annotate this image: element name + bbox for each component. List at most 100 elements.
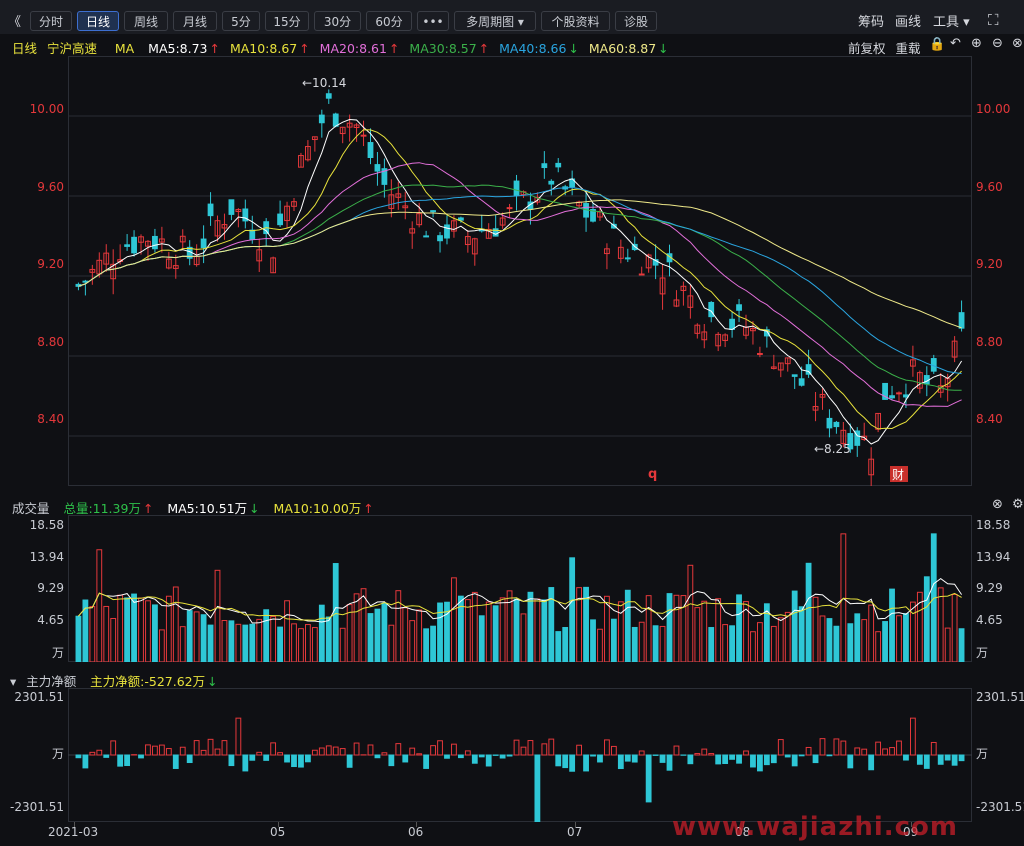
period-button-0[interactable]: 分时 <box>30 11 72 31</box>
gear-icon[interactable]: ⚙ <box>1012 497 1024 512</box>
volume-bar <box>909 601 916 662</box>
candle <box>256 249 263 262</box>
ma20-value: MA20:8.61 <box>319 41 387 56</box>
toolbar: 《 分时 日线 周线 月线 5分 15分 30分 60分 ••• 多周期图 ▾ 个股资料 诊股 筹码 … <box>0 0 1024 34</box>
forward-adjust-button[interactable]: 前复权 <box>848 41 886 56</box>
volume-bar <box>854 613 861 662</box>
up-arrow-icon: ↑ <box>142 501 154 516</box>
period-button-3[interactable]: 月线 <box>173 11 217 31</box>
volume-bar <box>395 590 402 662</box>
flow-bar <box>332 746 339 756</box>
chips-button[interactable]: 筹码 <box>858 15 885 30</box>
date-tick-mark <box>74 822 75 827</box>
flow-bar <box>944 754 951 761</box>
down-arrow-icon: ↓ <box>249 501 260 516</box>
flow-bar <box>165 748 172 756</box>
volume-bar <box>548 587 555 662</box>
candle <box>228 199 235 215</box>
flow-title: 主力净额 <box>26 674 77 689</box>
period-button-6[interactable]: 30分 <box>314 11 361 31</box>
fullscreen-icon[interactable]: ⛶ <box>988 11 999 29</box>
volume-bar <box>298 628 304 662</box>
volume-bar <box>645 595 652 662</box>
period-button-10[interactable]: 个股资料 <box>541 11 610 31</box>
flow-bar <box>805 746 812 756</box>
date-tick-mark <box>743 822 744 827</box>
flow-bar <box>590 754 596 757</box>
volume-bar <box>896 615 902 662</box>
flow-bar <box>124 754 131 767</box>
price-tick-label: 8.80 <box>37 334 64 349</box>
candle <box>791 374 798 377</box>
flow-bar <box>937 754 944 765</box>
collapse-icon[interactable]: ▾ <box>10 674 17 689</box>
flow-chart[interactable] <box>68 688 972 822</box>
flow-bar <box>437 740 443 756</box>
flow-bar <box>270 742 277 756</box>
draw-line-button[interactable]: 画线 <box>895 15 922 30</box>
price-panel[interactable] <box>68 56 972 486</box>
volume-bar <box>847 623 854 662</box>
reload-button[interactable]: 重载 <box>895 41 921 56</box>
volume-bar <box>117 594 124 662</box>
flow-bar <box>583 754 589 772</box>
flow-bar <box>923 754 930 769</box>
volume-bar <box>777 617 784 662</box>
lock-icon[interactable]: 🔒 <box>929 37 946 52</box>
volume-tick-label: 18.58 <box>976 518 1011 532</box>
volume-panel[interactable] <box>68 515 972 662</box>
flow-bar <box>930 741 937 756</box>
volume-chart[interactable] <box>68 515 972 662</box>
zoom-in-icon[interactable]: ⊕ <box>971 36 982 51</box>
flow-bar <box>770 754 777 764</box>
event-marker: q <box>648 467 657 482</box>
candle <box>165 258 172 269</box>
period-button-4[interactable]: 5分 <box>222 11 260 31</box>
candlestick-chart[interactable]: ←10.14 ←8.25 q 财 <box>68 56 972 486</box>
volume-bar <box>903 613 909 662</box>
flow-bar <box>569 754 576 772</box>
volume-bar <box>367 613 374 662</box>
flow-bar <box>291 754 297 768</box>
volume-bar <box>562 627 569 662</box>
period-button-8[interactable]: ••• <box>417 11 449 31</box>
volume-bar <box>791 590 798 662</box>
period-button-11[interactable]: 诊股 <box>615 11 657 31</box>
volume-bar <box>103 605 110 662</box>
close-icon[interactable]: ⊗ <box>1012 36 1023 51</box>
candle <box>694 324 701 334</box>
volume-bar <box>631 626 638 662</box>
candle <box>499 217 506 226</box>
candle <box>207 203 214 217</box>
period-button-7[interactable]: 60分 <box>366 11 412 31</box>
volume-bar <box>868 604 875 662</box>
price-tick-label: 8.40 <box>37 412 64 426</box>
candle <box>110 263 117 280</box>
flow-bar <box>110 740 117 756</box>
period-button-9[interactable]: 多周期图 ▾ <box>454 11 536 31</box>
volume-ma5-line <box>78 577 963 624</box>
flow-bar <box>868 754 875 771</box>
candle <box>388 194 395 209</box>
volume-bar <box>464 599 471 662</box>
period-button-5[interactable]: 15分 <box>265 11 309 31</box>
tools-menu[interactable]: 工具 ▾ <box>933 15 970 30</box>
zoom-out-icon[interactable]: ⊖ <box>992 36 1003 51</box>
flow-bar <box>757 754 763 772</box>
volume-bar <box>158 629 165 662</box>
flow-bar <box>172 754 179 769</box>
candle <box>395 193 402 198</box>
close-volume-icon[interactable]: ⊗ <box>992 497 1003 512</box>
back-icon[interactable]: 《 <box>8 15 22 30</box>
up-arrow-icon: ↑ <box>299 41 310 56</box>
volume-bar <box>179 626 186 662</box>
undo-icon[interactable]: ↶ <box>950 36 961 51</box>
volume-bar <box>249 623 256 662</box>
period-button-2[interactable]: 周线 <box>124 11 168 31</box>
volume-bar <box>604 595 610 662</box>
period-button-1[interactable]: 日线 <box>77 11 119 31</box>
flow-bar <box>548 738 555 756</box>
flow-bar <box>374 754 381 759</box>
up-arrow-icon: ↑ <box>478 41 490 56</box>
flow-bar <box>576 744 583 756</box>
